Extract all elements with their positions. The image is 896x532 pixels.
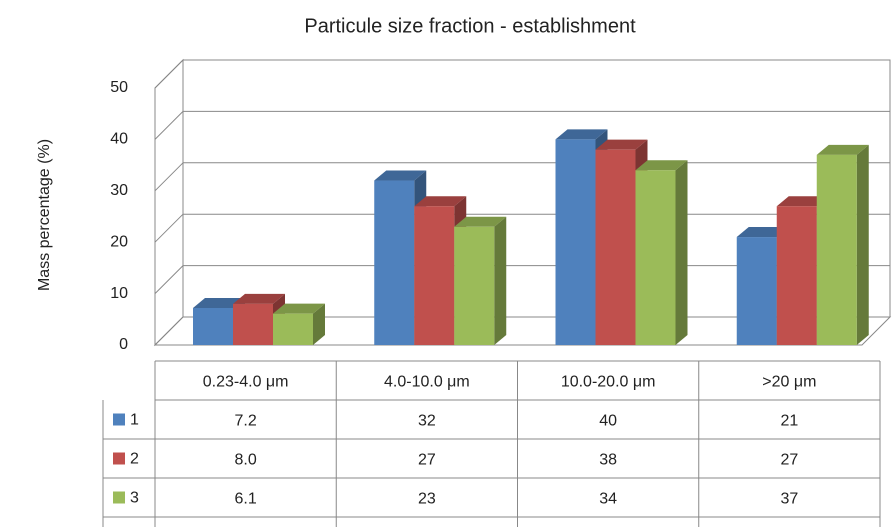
bar <box>555 139 596 345</box>
grid-line-side <box>154 265 184 294</box>
bar-top <box>776 196 829 207</box>
y-axis-label: Mass percentage (%) <box>36 139 53 291</box>
x-tick-label: >20 μm <box>762 374 816 391</box>
legend-label: 3 <box>130 490 139 507</box>
bar <box>273 313 313 345</box>
y-tick-label: 20 <box>110 233 128 250</box>
bar-top <box>555 129 608 140</box>
legend-label: 2 <box>130 451 139 468</box>
bar-top <box>595 139 648 150</box>
bar-side <box>856 144 869 345</box>
bar-top <box>374 170 427 181</box>
table-value: 27 <box>418 452 436 469</box>
table-value: 8.0 <box>235 452 257 469</box>
y-tick-label: 30 <box>110 182 128 199</box>
bar-top <box>736 227 789 238</box>
bar-top <box>635 160 688 171</box>
bar-side <box>675 160 688 345</box>
bar-top <box>414 196 467 207</box>
bar-top <box>816 144 869 155</box>
table-value: 7.2 <box>235 413 257 430</box>
y-tick-label: 50 <box>110 79 128 96</box>
grid-line-side <box>154 111 184 140</box>
grid-line-side <box>154 316 184 346</box>
bar-top <box>454 216 507 227</box>
bar <box>816 154 857 345</box>
bar <box>595 149 636 345</box>
legend-key <box>113 491 125 504</box>
bar <box>233 303 273 345</box>
legend-label: 1 <box>130 412 139 429</box>
y-tick-label: 40 <box>110 131 128 148</box>
grid-line-side <box>154 162 184 192</box>
side-wall <box>154 58 184 347</box>
table-value: 38 <box>599 452 617 469</box>
table-value: 34 <box>599 491 617 508</box>
bar-side <box>494 216 507 345</box>
bar <box>454 226 495 345</box>
bar <box>635 170 676 345</box>
x-tick-label: 0.23-4.0 μm <box>203 374 289 391</box>
legend-key <box>113 413 125 426</box>
table-value: 21 <box>780 413 798 430</box>
table-value: 6.1 <box>235 491 257 508</box>
table-value: 32 <box>418 413 436 430</box>
chart-title: Particule size fraction - establishment <box>304 15 636 37</box>
bar <box>776 206 817 345</box>
grid-line-side <box>154 59 184 89</box>
y-tick-label: 10 <box>110 285 128 302</box>
bar-side <box>313 303 325 345</box>
bar <box>193 307 233 345</box>
table-value: 27 <box>780 452 798 469</box>
x-tick-label: 4.0-10.0 μm <box>384 374 470 391</box>
y-tick-label: 0 <box>119 336 128 353</box>
table-value: 37 <box>780 491 798 508</box>
x-tick-label: 10.0-20.0 μm <box>561 374 656 391</box>
bar-top <box>273 303 325 314</box>
bar <box>736 237 777 345</box>
bar <box>414 206 455 345</box>
bar <box>374 180 415 345</box>
grid-line-side <box>154 213 184 243</box>
table-value: 23 <box>418 491 436 508</box>
legend-key <box>113 452 125 465</box>
table-value: 40 <box>599 413 617 430</box>
bar-top <box>193 297 245 308</box>
bar-top <box>233 293 285 304</box>
